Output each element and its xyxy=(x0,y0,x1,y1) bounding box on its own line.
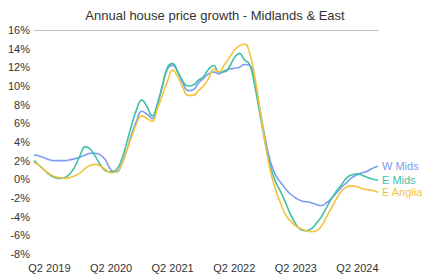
svg-text:6%: 6% xyxy=(14,117,30,129)
svg-text:16%: 16% xyxy=(8,24,30,36)
svg-text:8%: 8% xyxy=(14,99,30,111)
svg-text:10%: 10% xyxy=(8,80,30,92)
svg-text:E Anglia: E Anglia xyxy=(382,186,423,198)
svg-text:4%: 4% xyxy=(14,136,30,148)
svg-text:-4%: -4% xyxy=(10,211,30,223)
svg-text:Q2 2023: Q2 2023 xyxy=(275,262,317,274)
svg-text:-2%: -2% xyxy=(10,192,30,204)
svg-text:Q2 2022: Q2 2022 xyxy=(213,262,255,274)
svg-text:Q2 2020: Q2 2020 xyxy=(90,262,132,274)
svg-text:Q2 2024: Q2 2024 xyxy=(336,262,378,274)
svg-text:Q2 2021: Q2 2021 xyxy=(152,262,194,274)
svg-text:Annual house price growth - Mi: Annual house price growth - Midlands & E… xyxy=(85,8,345,23)
svg-text:-6%: -6% xyxy=(10,229,30,241)
svg-text:14%: 14% xyxy=(8,43,30,55)
svg-text:2%: 2% xyxy=(14,155,30,167)
svg-text:12%: 12% xyxy=(8,61,30,73)
svg-text:0%: 0% xyxy=(14,173,30,185)
svg-text:W Mids: W Mids xyxy=(382,160,419,172)
svg-text:Q2 2019: Q2 2019 xyxy=(28,262,70,274)
svg-text:-8%: -8% xyxy=(10,248,30,260)
svg-text:E Mids: E Mids xyxy=(382,174,416,186)
